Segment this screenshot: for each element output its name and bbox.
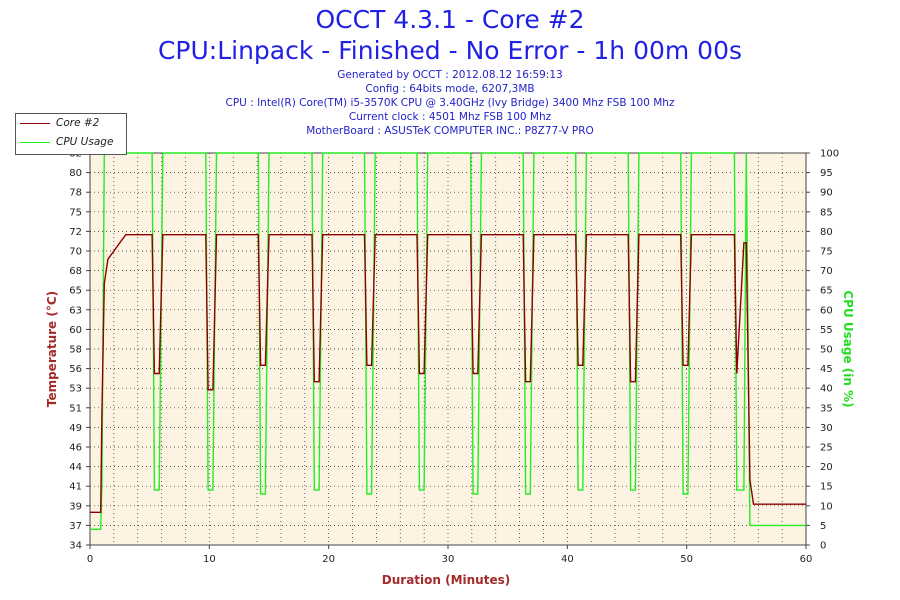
y-tick-label: 46 xyxy=(69,443,82,454)
y-tick-label: 34 xyxy=(69,541,82,552)
y2-tick-label: 5 xyxy=(820,521,826,532)
y-tick-label: 72 xyxy=(69,227,82,238)
y2-tick-label: 25 xyxy=(820,443,833,454)
y2-tick-label: 75 xyxy=(820,247,833,258)
x-axis-title: Duration (Minutes) xyxy=(382,573,510,587)
y-axis-title: Temperature (°C) xyxy=(45,291,59,407)
x-tick-label: 20 xyxy=(322,554,335,565)
y-tick-label: 75 xyxy=(69,207,82,218)
y2-tick-label: 85 xyxy=(820,207,833,218)
y2-axis-title: CPU Usage (in %) xyxy=(841,290,855,407)
x-tick-label: 50 xyxy=(680,554,693,565)
y2-tick-label: 65 xyxy=(820,286,833,297)
y2-tick-label: 70 xyxy=(820,266,833,277)
y-tick-label: 49 xyxy=(69,423,82,434)
y-tick-label: 80 xyxy=(69,168,82,179)
y-tick-label: 39 xyxy=(69,501,82,512)
y2-tick-label: 0 xyxy=(820,541,826,552)
y-tick-label: 58 xyxy=(69,345,82,356)
cpu-info: CPU : Intel(R) Core(TM) i5-3570K CPU @ 3… xyxy=(225,97,675,109)
legend-item-core: Core #2 xyxy=(16,115,126,131)
y2-tick-label: 40 xyxy=(820,384,833,395)
y-tick-label: 60 xyxy=(69,325,82,336)
y2-tick-label: 80 xyxy=(820,227,833,238)
y2-tick-label: 20 xyxy=(820,462,833,473)
y2-tick-label: 35 xyxy=(820,403,833,414)
generated-info: Generated by OCCT : 2012.08.12 16:59:13 xyxy=(337,69,563,81)
motherboard-info: MotherBoard : ASUSTeK COMPUTER INC.: P8Z… xyxy=(306,125,594,137)
y-tick-label: 78 xyxy=(69,188,82,199)
y2-tick-label: 100 xyxy=(820,149,839,160)
y2-tick-label: 30 xyxy=(820,423,833,434)
x-tick-label: 0 xyxy=(87,554,93,565)
y-tick-label: 70 xyxy=(69,247,82,258)
y2-tick-label: 90 xyxy=(820,188,833,199)
y2-tick-label: 95 xyxy=(820,168,833,179)
y2-tick-label: 10 xyxy=(820,501,833,512)
y2-tick-label: 45 xyxy=(820,364,833,375)
series-line-core xyxy=(90,233,806,513)
legend: Core #2 CPU Usage xyxy=(15,113,127,155)
chart-title: OCCT 4.3.1 - Core #2 xyxy=(315,5,585,34)
y-tick-label: 63 xyxy=(69,305,82,316)
legend-label-core: Core #2 xyxy=(56,117,100,129)
y-tick-label: 56 xyxy=(69,364,82,375)
config-info: Config : 64bits mode, 6207,3MB xyxy=(365,83,535,95)
x-tick-label: 40 xyxy=(561,554,574,565)
legend-item-cpu-usage: CPU Usage xyxy=(16,134,126,150)
y-tick-label: 37 xyxy=(69,521,82,532)
y-tick-label: 44 xyxy=(69,462,82,473)
y2-tick-label: 60 xyxy=(820,305,833,316)
y-tick-label: 65 xyxy=(69,286,82,297)
y-tick-label: 51 xyxy=(69,403,82,414)
legend-label-cpu-usage: CPU Usage xyxy=(56,136,114,148)
clock-info: Current clock : 4501 Mhz FSB 100 Mhz xyxy=(348,111,552,123)
x-tick-label: 10 xyxy=(203,554,216,565)
legend-swatch-cpu-usage xyxy=(20,142,50,143)
y-tick-label: 41 xyxy=(69,482,82,493)
y2-tick-label: 15 xyxy=(820,482,833,493)
y2-tick-label: 55 xyxy=(820,325,833,336)
legend-swatch-core xyxy=(20,123,50,124)
x-tick-label: 30 xyxy=(442,554,455,565)
chart-subtitle: CPU:Linpack - Finished - No Error - 1h 0… xyxy=(157,36,743,65)
x-tick-label: 60 xyxy=(800,554,813,565)
y-tick-label: 53 xyxy=(69,384,82,395)
y-tick-label: 68 xyxy=(69,266,82,277)
y2-tick-label: 50 xyxy=(820,345,833,356)
